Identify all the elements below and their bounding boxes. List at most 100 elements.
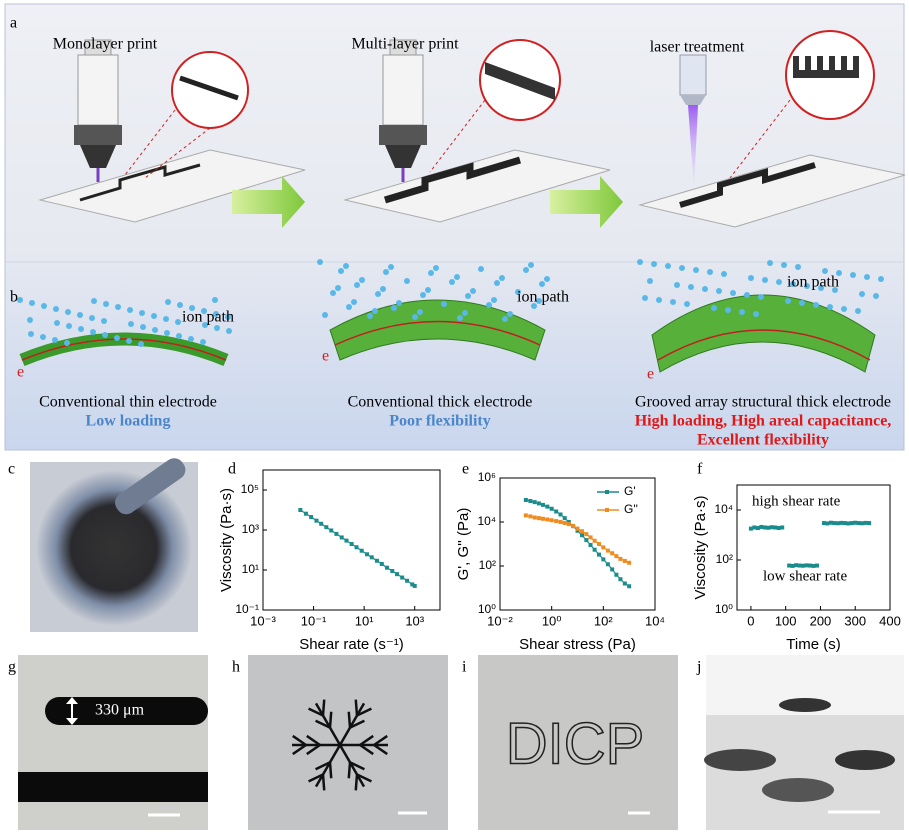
ion-drop (28, 331, 34, 337)
ion-drop (781, 262, 787, 268)
ion-drop (188, 336, 194, 342)
ion-drop (795, 264, 801, 270)
ion-drop (126, 338, 132, 344)
data-point (627, 560, 632, 565)
data-point (804, 563, 809, 568)
ion-drop (391, 305, 397, 311)
data-point (597, 542, 602, 546)
ion-drop (725, 307, 731, 313)
ion-drop (140, 324, 146, 330)
data-point (825, 521, 830, 526)
ion-drop (486, 302, 492, 308)
snowflake-branch (359, 734, 374, 747)
ion-drop (832, 287, 838, 293)
data-point (549, 518, 554, 523)
legend-label: G' (624, 484, 636, 498)
snowflake-branch (356, 773, 372, 783)
data-point (584, 538, 589, 543)
ion-drop (465, 293, 471, 299)
electron-label: e (17, 364, 24, 381)
data-point (584, 532, 589, 537)
y-tick-label: 10⁻¹ (235, 602, 259, 616)
y-tick-label: 10⁰ (478, 602, 496, 616)
ion-drop (804, 283, 810, 289)
ion-drop (152, 327, 158, 333)
x-tick-label: 10⁻³ (250, 613, 276, 628)
data-point (842, 521, 847, 526)
panel-label: a (10, 15, 17, 32)
panel-label: e (462, 461, 469, 478)
ion-drop (52, 337, 58, 343)
data-point (769, 525, 774, 530)
ion-label: ion path (787, 274, 839, 291)
ion-drop (478, 266, 484, 272)
x-tick-label: 100 (775, 613, 797, 628)
ion-drop (674, 282, 680, 288)
ion-drop (115, 304, 121, 310)
data-point (532, 500, 537, 505)
data-point (571, 524, 576, 529)
data-point (532, 515, 537, 520)
data-point (319, 521, 324, 526)
data-point (545, 504, 550, 509)
ion-drop (165, 299, 171, 305)
data-point (390, 569, 395, 574)
step-title: Monolayer print (53, 36, 158, 53)
data-point (790, 563, 795, 568)
ion-drop (684, 301, 690, 307)
plot-frame (499, 477, 656, 611)
print-illustrations (38, 30, 906, 228)
data-point (314, 518, 319, 523)
ion-drop (507, 311, 513, 317)
data-point (755, 526, 760, 531)
arrow (550, 176, 623, 228)
ion-drop (367, 313, 373, 319)
snowflake-branch (356, 707, 372, 717)
ion-drop (744, 292, 750, 298)
ion-drop (404, 278, 410, 284)
data-point (344, 538, 349, 543)
snowflake-branch (347, 762, 352, 779)
data-point (780, 525, 785, 530)
data-point (762, 525, 767, 530)
ion-drop (226, 328, 232, 334)
data-point (867, 521, 872, 526)
ion-drop (813, 302, 819, 308)
panel-label: c (8, 461, 15, 478)
data-point (853, 520, 858, 525)
ion-drop (354, 282, 360, 288)
ion-drop (163, 316, 169, 322)
data-point (588, 535, 593, 540)
x-tick-label: 300 (844, 613, 866, 628)
electrode-feature: Poor flexibility (389, 413, 490, 430)
data-point (528, 514, 533, 519)
snowflake-branch (306, 734, 321, 747)
ion-drop (491, 297, 497, 303)
ion-label: ion path (182, 309, 234, 326)
photo-text: DICP (506, 711, 645, 776)
data-point (614, 554, 619, 559)
ion-drop (864, 274, 870, 280)
ion-drop (785, 298, 791, 304)
ion-drop (90, 329, 96, 335)
ion-drop (213, 311, 219, 317)
data-point (580, 533, 585, 538)
ion-drop (544, 276, 550, 282)
data-point (540, 516, 545, 521)
ion-drop (77, 312, 83, 318)
electrode-feature: Excellent flexibility (697, 432, 829, 449)
data-point (766, 525, 771, 530)
ion-drop (189, 305, 195, 311)
ion-drop (721, 271, 727, 277)
ion-drop (27, 317, 33, 323)
ion-drop (138, 341, 144, 347)
data-point (575, 528, 580, 533)
ion-drop (66, 323, 72, 329)
electrode-feature: High loading, High areal capacitance, (635, 413, 892, 430)
data-point (558, 520, 563, 524)
ion-drop (428, 270, 434, 276)
ion-drop (748, 275, 754, 281)
ion-drop (102, 332, 108, 338)
ion-drop (322, 312, 328, 318)
ion-drop (176, 333, 182, 339)
